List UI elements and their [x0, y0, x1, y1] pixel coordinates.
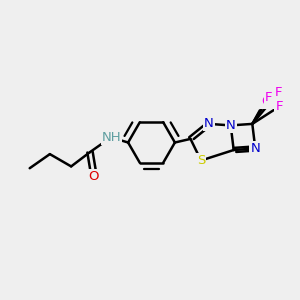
Text: 3: 3 — [275, 100, 281, 110]
Text: F: F — [275, 86, 283, 99]
Text: CF: CF — [261, 95, 278, 108]
Text: N: N — [226, 119, 236, 132]
Text: NH: NH — [102, 130, 122, 144]
Text: N: N — [250, 142, 260, 155]
Text: F: F — [265, 91, 273, 104]
Text: F: F — [276, 100, 283, 113]
Text: S: S — [197, 154, 205, 167]
Text: O: O — [88, 169, 99, 183]
Text: N: N — [204, 117, 214, 130]
